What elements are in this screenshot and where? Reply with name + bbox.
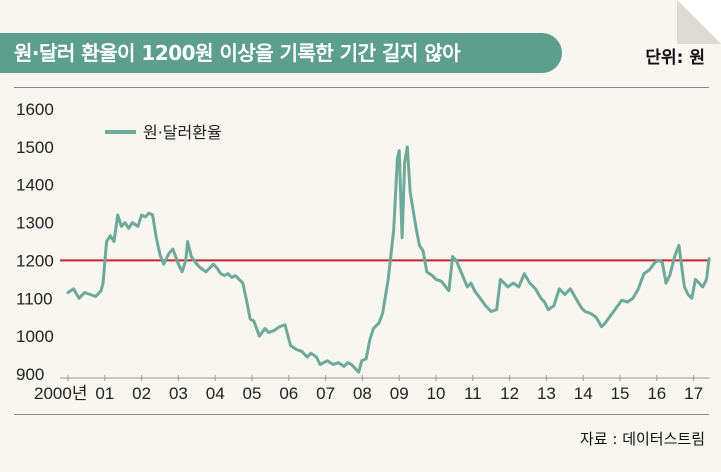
x-tick-label: 14 [574,384,593,403]
x-tick-label: 03 [169,384,188,403]
x-tick-label: 16 [647,384,666,403]
bottom-divider [14,414,709,415]
chart-title: 원·달러 환율이 1200원 이상을 기록한 기간 길지 않아 [14,41,461,65]
x-tick-label: 2000년 [34,384,87,403]
y-tick-label: 1400 [16,176,54,195]
x-tick-label: 17 [684,384,703,403]
y-tick-label: 1300 [16,214,54,233]
x-tick-label: 05 [243,384,262,403]
x-tick-label: 12 [500,384,519,403]
y-tick-label: 1500 [16,138,54,157]
x-tick-label: 15 [611,384,630,403]
y-axis-ticks: 1600 1500 1400 1300 1200 1100 1000 900 [16,100,54,384]
x-tick-label: 08 [353,384,372,403]
x-tick-label: 10 [427,384,446,403]
x-tick-label: 04 [206,384,225,403]
y-tick-label: 900 [16,365,44,384]
x-tick-label: 11 [464,384,482,403]
x-axis-ticks: 2000년 01 02 03 04 05 06 07 08 09 10 11 12 13 14 15 16 17 [34,384,703,403]
page-corner-fold [677,0,721,44]
x-tick-label: 06 [279,384,298,403]
x-tick-label: 09 [390,384,409,403]
x-tick-label: 07 [316,384,335,403]
x-tick-label: 01 [95,384,114,403]
y-tick-label: 1000 [16,327,54,346]
title-banner: 원·달러 환율이 1200원 이상을 기록한 기간 길지 않아 [0,33,562,73]
top-divider [14,87,709,88]
x-tick-label: 13 [537,384,556,403]
y-tick-label: 1200 [16,251,54,270]
x-tick-label: 02 [132,384,151,403]
unit-label: 단위: 원 [645,48,705,68]
y-tick-label: 1100 [16,289,53,308]
y-tick-label: 1600 [16,100,54,119]
legend: 원·달러환율 [105,123,222,142]
legend-label: 원·달러환율 [143,123,222,142]
series-line-krw-usd [66,145,711,374]
source-note: 자료 : 데이터스트림 [580,430,705,448]
x-axis-tick-marks [67,375,695,381]
